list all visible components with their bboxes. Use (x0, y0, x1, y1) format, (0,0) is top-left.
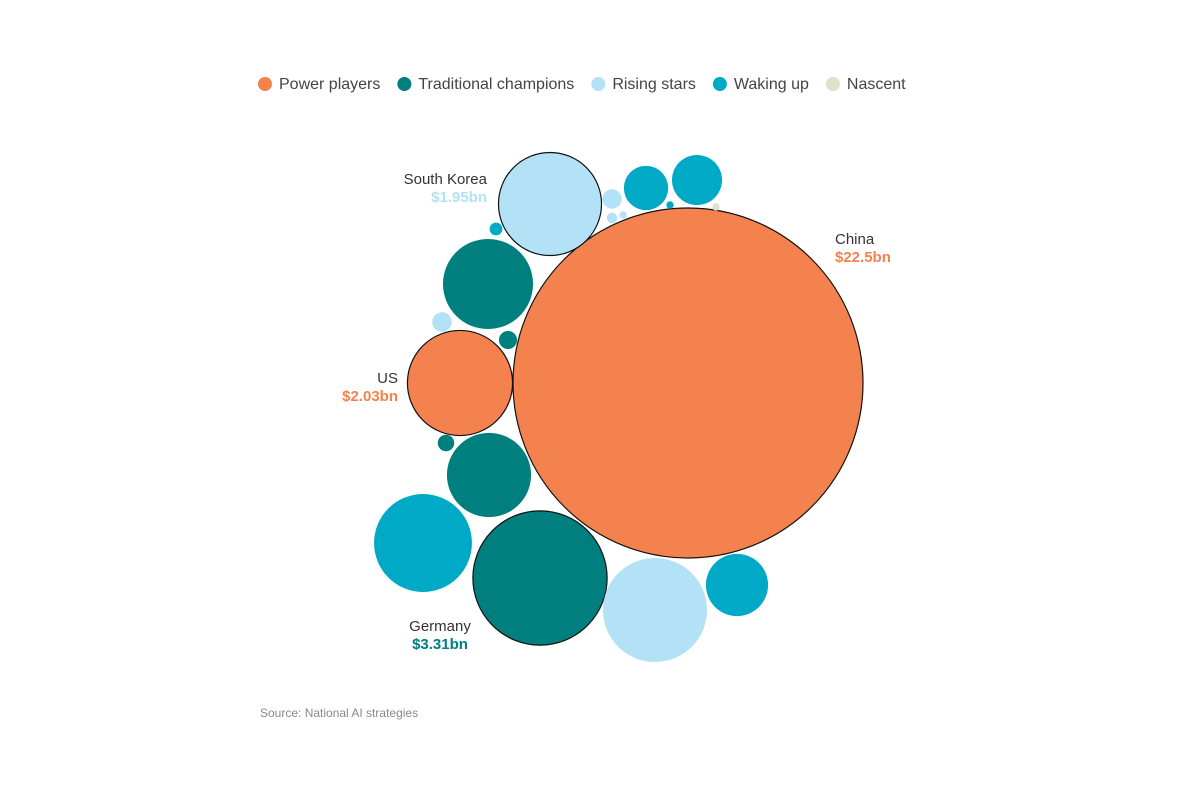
bubble (489, 222, 503, 236)
legend-label: Waking up (734, 76, 809, 93)
legend-swatch (591, 77, 606, 91)
bubble (432, 312, 452, 332)
legend-label: Nascent (847, 76, 906, 93)
legend-swatch (397, 77, 412, 91)
bubble-value: $2.03bn (342, 388, 398, 405)
bubble (472, 510, 608, 646)
bubble (602, 557, 708, 663)
bubble (671, 154, 723, 206)
bubble (619, 211, 627, 219)
bubble (437, 434, 455, 452)
bubble (498, 330, 518, 350)
bubble (712, 203, 720, 211)
legend-label: Rising stars (612, 76, 696, 93)
bubble-name: South Korea (404, 171, 488, 188)
bubble (442, 238, 534, 330)
bubble (446, 432, 532, 518)
bubble (623, 165, 669, 211)
legend-swatch (258, 77, 272, 91)
bubble (666, 201, 674, 209)
legend-swatch (712, 77, 727, 91)
bubble-name: US (377, 370, 398, 387)
bubble-value: $3.31bn (412, 636, 468, 653)
bubble (602, 189, 622, 209)
bubble (512, 207, 864, 559)
bubble-name: Germany (409, 618, 471, 635)
bubble (374, 494, 472, 592)
bubble (497, 151, 603, 257)
bubble (606, 212, 618, 224)
bubble-name: China (835, 231, 875, 248)
bubble-value: $22.5bn (835, 249, 891, 266)
legend-label: Traditional champions (418, 76, 574, 93)
source-note: Source: National AI strategies (260, 706, 418, 720)
legend-swatch (825, 77, 840, 91)
bubble (705, 553, 769, 617)
bubble-value: $1.95bn (431, 189, 487, 206)
legend-label: Power players (279, 76, 380, 93)
bubble (406, 329, 514, 437)
